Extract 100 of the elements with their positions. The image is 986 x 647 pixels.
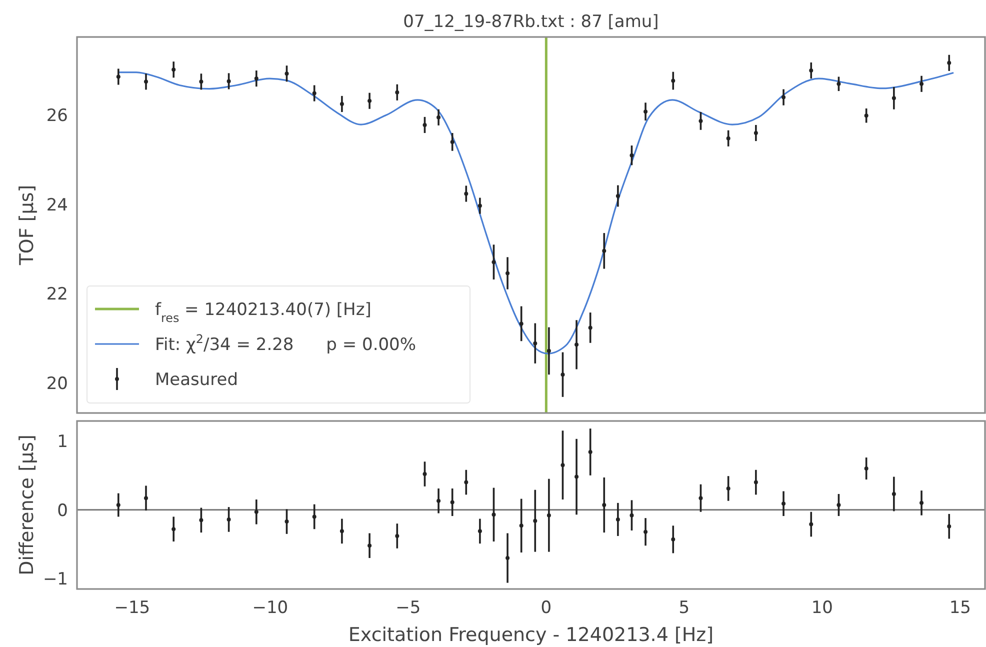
x-tick-label: 10: [811, 598, 833, 618]
point: [492, 260, 496, 264]
y-axis-title: Difference [μs]: [16, 434, 38, 576]
point: [630, 153, 634, 158]
point: [560, 372, 565, 377]
point: [368, 98, 372, 103]
point: [478, 529, 482, 534]
point: [546, 513, 551, 518]
x-axis-title: Excitation Frequency - 1240213.4 [Hz]: [348, 624, 714, 646]
point: [920, 500, 924, 505]
point: [254, 510, 258, 514]
point: [464, 480, 468, 484]
point: [644, 530, 648, 534]
x-tick-label: 0: [540, 598, 552, 618]
y-tick-label: 24: [46, 195, 68, 216]
point: [809, 68, 814, 72]
point: [671, 78, 676, 83]
point: [836, 82, 841, 86]
point: [172, 68, 176, 72]
point: [864, 466, 868, 471]
point: [947, 60, 952, 65]
point: [506, 556, 510, 560]
point: [116, 503, 120, 507]
point: [754, 480, 758, 484]
y-tick-label: −1: [42, 570, 68, 590]
point: [284, 72, 289, 76]
chart-title: 07_12_19-87Rb.txt : 87 [amu]: [403, 12, 659, 32]
point: [340, 102, 344, 106]
line-series: [118, 71, 954, 354]
point: [519, 524, 524, 528]
point: [199, 80, 204, 84]
point: [144, 80, 148, 84]
point: [519, 322, 524, 326]
point: [864, 114, 868, 118]
y-tick-label: 26: [46, 106, 68, 126]
point: [368, 544, 372, 548]
point: [436, 115, 441, 120]
x-tick-label: −10: [252, 598, 288, 618]
point: [588, 326, 592, 330]
point: [340, 529, 344, 534]
legend-label: f$_{res}$ = 1240213.40(7) [Hz]: [155, 300, 372, 325]
point: [450, 500, 454, 504]
point: [546, 348, 551, 353]
point: [892, 492, 896, 496]
point: [616, 517, 620, 522]
point: [836, 503, 841, 507]
point: [226, 517, 231, 522]
x-tick-label: 5: [678, 598, 690, 618]
point: [533, 341, 538, 346]
legend-label: Fit: χ$^{2}$/34 = 2.28 p = 0.00%: [155, 332, 416, 355]
point: [602, 503, 606, 507]
point: [172, 527, 176, 532]
legend-label: Measured: [155, 370, 238, 390]
point: [671, 537, 676, 542]
point: [782, 95, 786, 100]
point: [560, 463, 565, 468]
point: [920, 82, 924, 86]
point: [892, 96, 896, 100]
point: [574, 342, 579, 347]
point: [144, 496, 148, 500]
point: [436, 498, 441, 503]
point: [726, 136, 730, 140]
point: [254, 76, 258, 81]
point: [422, 122, 427, 127]
point: [726, 486, 730, 490]
point: [574, 474, 579, 479]
point: [284, 520, 289, 524]
point: [602, 248, 606, 253]
point: [809, 522, 814, 526]
y-tick-label: 20: [46, 374, 68, 394]
point: [312, 91, 316, 96]
x-tick-label: 15: [949, 598, 971, 618]
y-axis-title: TOF [μs]: [16, 184, 38, 266]
y-tick-label: 1: [57, 432, 68, 452]
point: [698, 496, 703, 500]
y-tick-label: 22: [46, 284, 68, 305]
point: [226, 79, 231, 84]
point: [644, 110, 648, 114]
point: [492, 512, 496, 517]
point: [588, 450, 592, 454]
point: [199, 518, 204, 522]
point: [478, 204, 482, 208]
point: [116, 74, 120, 79]
point: [533, 518, 538, 523]
point: [616, 194, 620, 198]
point: [312, 514, 316, 519]
x-tick-label: −15: [114, 598, 150, 618]
point: [947, 524, 952, 528]
point: [698, 118, 703, 123]
point: [395, 534, 400, 538]
point: [464, 192, 468, 196]
point: [450, 140, 454, 144]
point: [754, 131, 758, 136]
point: [422, 472, 427, 476]
point: [630, 513, 634, 518]
point: [506, 271, 510, 276]
y-tick-label: 0: [57, 500, 68, 521]
point: [395, 90, 400, 94]
x-tick-label: −5: [396, 598, 421, 618]
point: [782, 502, 786, 506]
